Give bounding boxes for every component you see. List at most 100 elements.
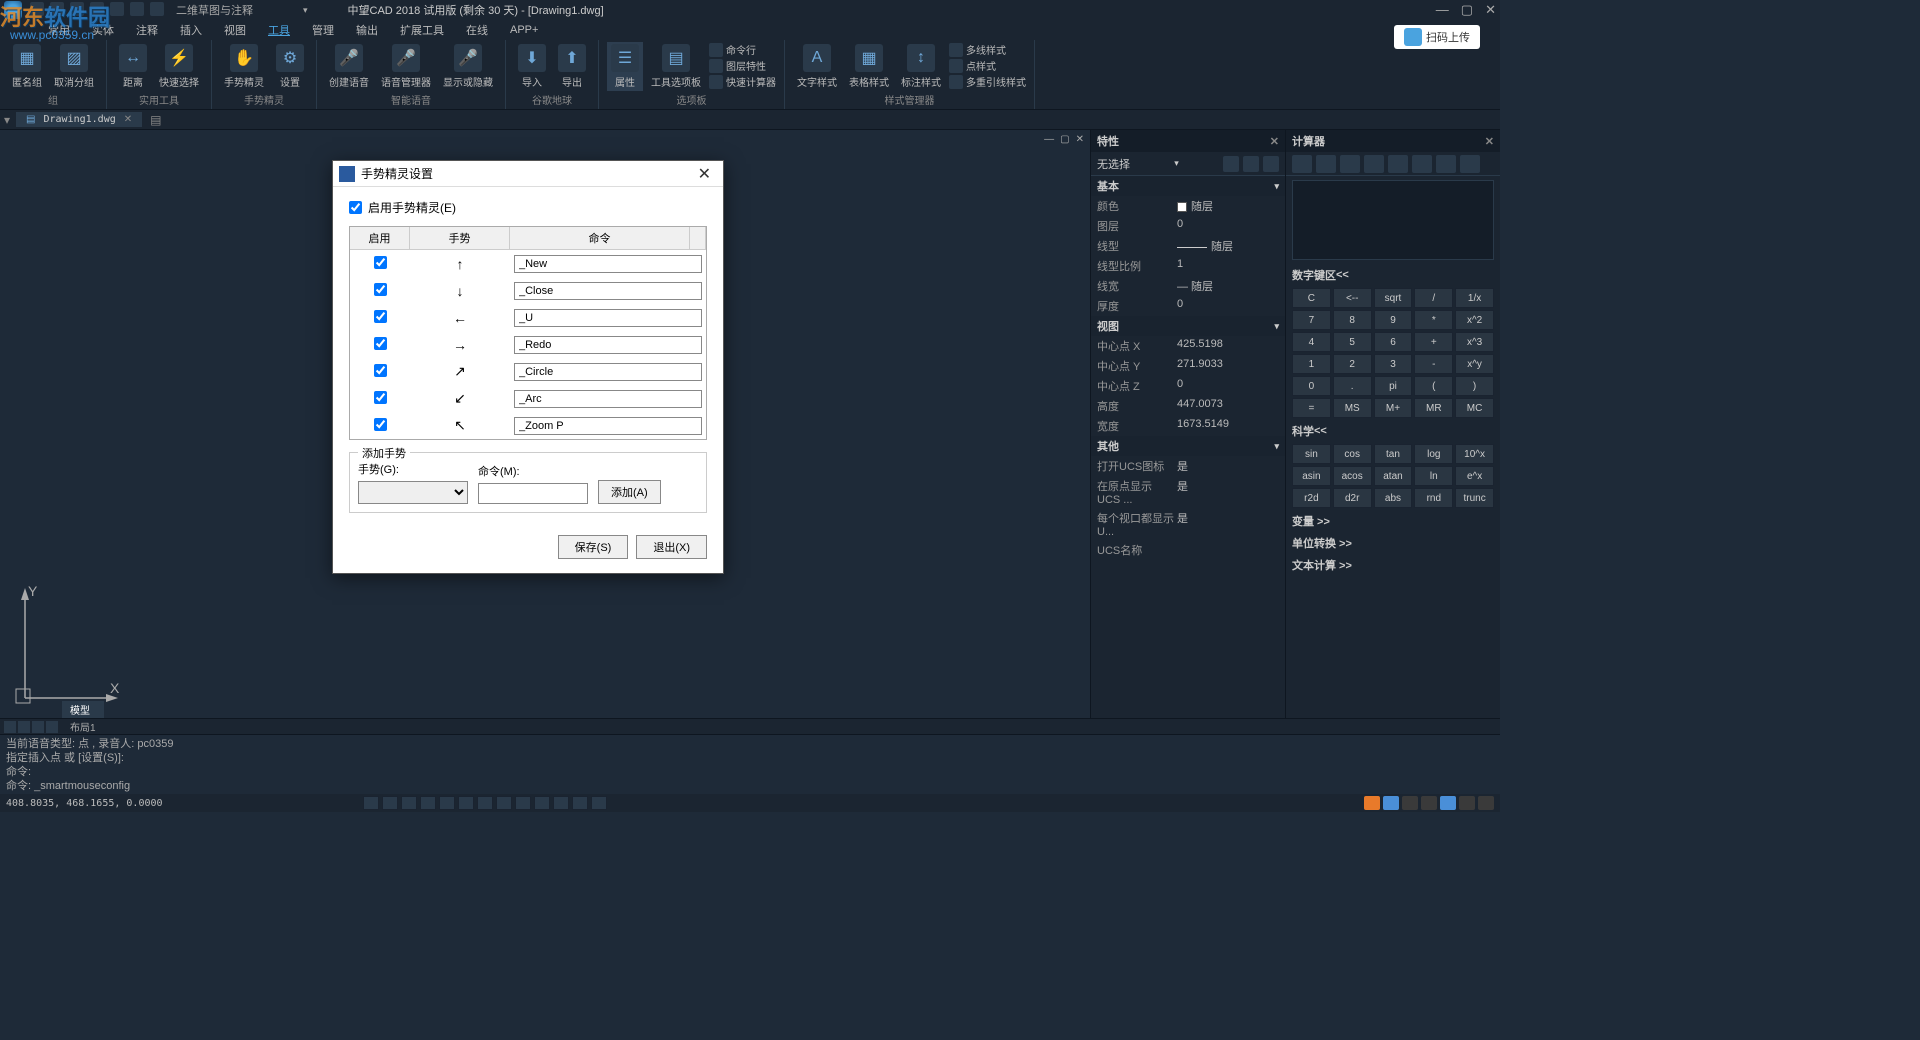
calc-tool-icon[interactable] [1340, 155, 1360, 173]
ribbon-button[interactable]: 🎤显示或隐藏 [439, 42, 497, 91]
calc-key[interactable]: 2 [1333, 354, 1372, 374]
calc-key[interactable]: 4 [1292, 332, 1331, 352]
calc-tool-icon[interactable] [1388, 155, 1408, 173]
calc-key[interactable]: MC [1455, 398, 1494, 418]
layout-tab[interactable]: 布局1 [62, 718, 104, 735]
row-command-input[interactable] [514, 336, 702, 354]
ribbon-button[interactable]: ☰属性 [607, 42, 643, 91]
row-enable-checkbox[interactable] [374, 391, 387, 404]
calc-tool-icon[interactable] [1364, 155, 1384, 173]
calc-key[interactable]: MR [1414, 398, 1453, 418]
status-btn[interactable] [534, 796, 550, 810]
status-btn[interactable] [458, 796, 474, 810]
calc-key[interactable]: 8 [1333, 310, 1372, 330]
calc-key[interactable]: e^x [1455, 466, 1494, 486]
ribbon-mini-button[interactable]: 多线样式 [949, 42, 1026, 57]
calc-key[interactable]: sqrt [1374, 288, 1413, 308]
status-btn[interactable] [363, 796, 379, 810]
ribbon-mini-button[interactable]: 图层特性 [709, 58, 776, 73]
calc-key[interactable]: 6 [1374, 332, 1413, 352]
prop-row[interactable]: 中心点 Z0 [1091, 376, 1285, 396]
ribbon-button[interactable]: 🎤语音管理器 [377, 42, 435, 91]
prop-row[interactable]: 线型随层 [1091, 236, 1285, 256]
qat-btn[interactable] [130, 2, 144, 16]
menu-tab[interactable]: APP+ [502, 22, 546, 38]
nav-last-icon[interactable] [46, 721, 58, 733]
workspace-dropdown[interactable]: 二维草图与注释 [176, 2, 308, 18]
calc-key[interactable]: ln [1414, 466, 1453, 486]
doctab-dropdown-icon[interactable]: ▾ [4, 113, 10, 127]
ribbon-button[interactable]: ↕标注样式 [897, 42, 945, 91]
calc-key[interactable]: r2d [1292, 488, 1331, 508]
row-enable-checkbox[interactable] [374, 364, 387, 377]
dialog-close-icon[interactable]: ✕ [692, 164, 717, 184]
menu-tab[interactable]: 输出 [348, 20, 386, 40]
calc-section-numeric[interactable]: 数字键区 [1286, 264, 1500, 286]
qat-btn[interactable] [70, 2, 84, 16]
close-tab-icon[interactable]: ✕ [124, 114, 132, 125]
row-command-input[interactable] [514, 282, 702, 300]
prop-row[interactable]: UCS名称 [1091, 540, 1285, 560]
calc-tool-icon[interactable] [1316, 155, 1336, 173]
document-tab[interactable]: ▤ Drawing1.dwg ✕ [16, 112, 142, 127]
panel-close-icon[interactable]: ✕ [1270, 135, 1279, 148]
prop-row[interactable]: 中心点 X425.5198 [1091, 336, 1285, 356]
calc-key[interactable]: 9 [1374, 310, 1413, 330]
menu-tab[interactable]: 管理 [304, 20, 342, 40]
calc-key[interactable]: trunc [1455, 488, 1494, 508]
enable-gesture-checkbox[interactable]: 启用手势精灵(E) [349, 199, 707, 216]
close-icon[interactable]: ✕ [1485, 2, 1496, 18]
status-btn[interactable] [553, 796, 569, 810]
ribbon-mini-button[interactable]: 命令行 [709, 42, 776, 57]
mdi-close-icon[interactable]: ✕ [1076, 134, 1084, 145]
calc-section-link[interactable]: 变量 [1286, 510, 1500, 532]
tray-icon[interactable] [1402, 796, 1418, 810]
calc-key[interactable]: acos [1333, 466, 1372, 486]
prop-row[interactable]: 在原点显示 UCS ...是 [1091, 476, 1285, 508]
ribbon-button[interactable]: ⬇导入 [514, 42, 550, 91]
calc-key[interactable]: ) [1455, 376, 1494, 396]
menu-tab[interactable]: 注释 [128, 20, 166, 40]
tray-icon[interactable] [1440, 796, 1456, 810]
calc-key[interactable]: asin [1292, 466, 1331, 486]
status-btn[interactable] [591, 796, 607, 810]
calc-key[interactable]: M+ [1374, 398, 1413, 418]
row-command-input[interactable] [514, 363, 702, 381]
row-enable-checkbox[interactable] [374, 337, 387, 350]
row-command-input[interactable] [514, 255, 702, 273]
status-btn[interactable] [401, 796, 417, 810]
calc-key[interactable]: * [1414, 310, 1453, 330]
prop-row[interactable]: 线宽— 随层 [1091, 276, 1285, 296]
calc-key[interactable]: . [1333, 376, 1372, 396]
ribbon-button[interactable]: ⚙设置 [272, 42, 308, 91]
ribbon-button[interactable]: ▨取消分组 [50, 42, 98, 91]
tray-icon[interactable] [1383, 796, 1399, 810]
tool-icon[interactable] [1243, 156, 1259, 172]
status-btn[interactable] [515, 796, 531, 810]
qat-btn[interactable] [30, 2, 44, 16]
calc-key[interactable]: + [1414, 332, 1453, 352]
ribbon-mini-button[interactable]: 点样式 [949, 58, 1026, 73]
prop-row[interactable]: 中心点 Y271.9033 [1091, 356, 1285, 376]
gesture-select[interactable] [358, 481, 468, 504]
calc-key[interactable]: cos [1333, 444, 1372, 464]
ribbon-button[interactable]: ▤工具选项板 [647, 42, 705, 91]
prop-row[interactable]: 宽度1673.5149 [1091, 416, 1285, 436]
row-enable-checkbox[interactable] [374, 283, 387, 296]
calc-tool-icon[interactable] [1436, 155, 1456, 173]
calc-key[interactable]: 3 [1374, 354, 1413, 374]
calc-key[interactable]: MS [1333, 398, 1372, 418]
calc-key[interactable]: ( [1414, 376, 1453, 396]
prop-row[interactable]: 每个视口都显示 U...是 [1091, 508, 1285, 540]
calc-key[interactable]: 7 [1292, 310, 1331, 330]
calc-tool-icon[interactable] [1292, 155, 1312, 173]
calc-key[interactable]: / [1414, 288, 1453, 308]
app-logo[interactable] [4, 1, 22, 19]
status-btn[interactable] [382, 796, 398, 810]
calc-key[interactable]: x^3 [1455, 332, 1494, 352]
status-btn[interactable] [477, 796, 493, 810]
calc-key[interactable]: = [1292, 398, 1331, 418]
calc-tool-icon[interactable] [1460, 155, 1480, 173]
calc-key[interactable]: abs [1374, 488, 1413, 508]
calc-section-link[interactable]: 文本计算 [1286, 554, 1500, 576]
